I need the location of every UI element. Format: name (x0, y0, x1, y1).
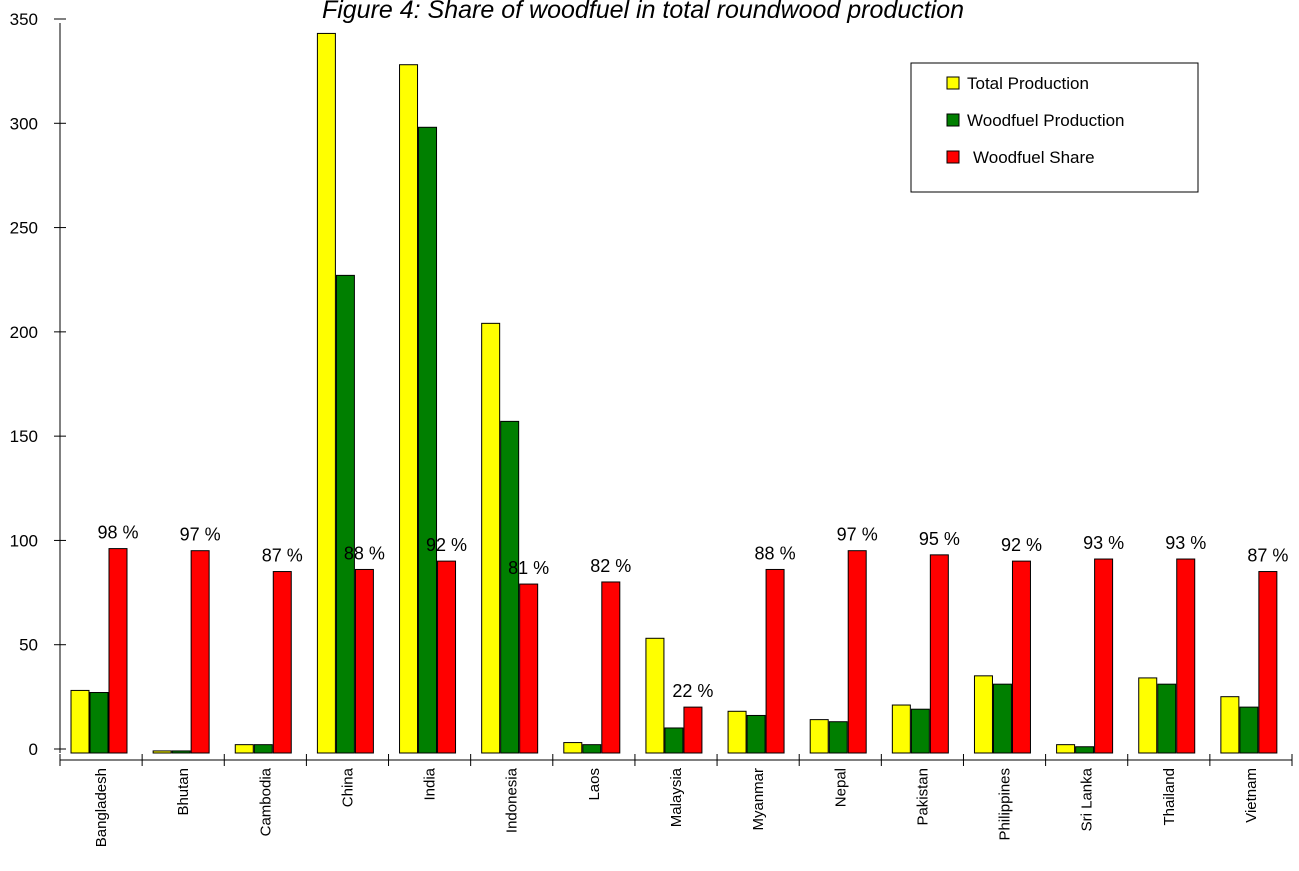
legend-swatch-woodfuel-share (947, 151, 959, 163)
bar-total-production (153, 751, 171, 753)
bar-total-production (892, 705, 910, 753)
share-data-label: 87 % (1247, 546, 1288, 566)
bar-woodfuel-share (1012, 561, 1030, 753)
bar-total-production (974, 676, 992, 753)
legend-swatch-total-production (947, 77, 959, 89)
y-tick-label: 100 (10, 531, 38, 550)
share-data-label: 87 % (262, 546, 303, 566)
share-data-label: 95 % (919, 529, 960, 549)
bar-woodfuel-production (993, 684, 1011, 753)
bar-total-production (1221, 697, 1239, 753)
bar-woodfuel-production (1158, 684, 1176, 753)
y-tick-label: 350 (10, 10, 38, 29)
bar-total-production (1057, 745, 1075, 753)
legend-label-total-production: Total Production (967, 74, 1089, 93)
x-category-label: Pakistan (914, 768, 931, 826)
y-tick-label: 300 (10, 114, 38, 133)
share-data-label: 88 % (755, 543, 796, 563)
bar-woodfuel-share (684, 707, 702, 753)
y-tick-label: 250 (10, 219, 38, 238)
bar-woodfuel-share (1259, 572, 1277, 753)
bar-woodfuel-production (911, 709, 929, 753)
bar-woodfuel-share (1095, 559, 1113, 753)
bar-total-production (564, 743, 582, 753)
bar-woodfuel-share (273, 572, 291, 753)
bar-woodfuel-production (583, 745, 601, 753)
legend-swatch-woodfuel-production (947, 114, 959, 126)
bar-total-production (235, 745, 253, 753)
x-category-label: Bhutan (175, 768, 192, 816)
x-category-label: China (339, 767, 356, 807)
bar-woodfuel-share (438, 561, 456, 753)
x-category-label: Philippines (997, 768, 1014, 841)
y-tick-label: 50 (19, 636, 38, 655)
legend-label-woodfuel-share: Woodfuel Share (973, 148, 1095, 167)
share-data-label: 93 % (1083, 533, 1124, 553)
x-category-label: Indonesia (504, 767, 521, 833)
x-category-label: Laos (586, 768, 603, 801)
chart-title: Figure 4: Share of woodfuel in total rou… (322, 0, 964, 24)
x-category-label: Malaysia (668, 767, 685, 827)
bar-total-production (482, 323, 500, 753)
bar-woodfuel-share (1177, 559, 1195, 753)
bar-woodfuel-production (336, 275, 354, 753)
bar-total-production (400, 65, 418, 753)
share-data-label: 22 % (672, 681, 713, 701)
y-tick-label: 200 (10, 323, 38, 342)
bar-total-production (317, 33, 335, 753)
x-category-label: Vietnam (1243, 768, 1260, 823)
bar-woodfuel-share (766, 569, 784, 753)
share-data-label: 81 % (508, 558, 549, 578)
bar-woodfuel-production (829, 722, 847, 753)
bar-woodfuel-share (848, 551, 866, 753)
x-category-label: Bangladesh (93, 768, 110, 847)
bar-woodfuel-production (1240, 707, 1258, 753)
x-category-label: India (422, 767, 439, 800)
bar-woodfuel-share (109, 549, 127, 753)
x-category-label: Nepal (832, 768, 849, 807)
share-data-label: 82 % (590, 556, 631, 576)
x-category-label: Myanmar (750, 768, 767, 831)
bar-total-production (71, 690, 89, 753)
y-tick-label: 150 (10, 427, 38, 446)
bar-woodfuel-share (520, 584, 538, 753)
bar-woodfuel-production (501, 421, 519, 753)
bar-woodfuel-production (254, 745, 272, 753)
bar-woodfuel-production (90, 693, 108, 753)
legend-label-woodfuel-production: Woodfuel Production (967, 111, 1125, 130)
share-data-label: 88 % (344, 543, 385, 563)
share-data-label: 97 % (837, 525, 878, 545)
x-category-label: Sri Lanka (1079, 767, 1096, 831)
bar-woodfuel-production (665, 728, 683, 753)
bar-total-production (646, 638, 664, 753)
bar-woodfuel-production (419, 127, 437, 753)
bar-woodfuel-share (355, 569, 373, 753)
share-data-label: 93 % (1165, 533, 1206, 553)
bar-woodfuel-share (191, 551, 209, 753)
share-data-label: 97 % (180, 525, 221, 545)
x-axis: Bangladesh Bhutan Cambodia China India Indone… (60, 754, 1292, 847)
x-category-label: Thailand (1161, 768, 1178, 826)
share-data-label: 98 % (97, 523, 138, 543)
legend: Total Production Woodfuel Production Woo… (911, 63, 1198, 192)
bar-total-production (1139, 678, 1157, 753)
y-tick-label: 0 (29, 740, 38, 759)
bar-woodfuel-share (602, 582, 620, 753)
bar-woodfuel-production (172, 751, 190, 753)
share-data-label: 92 % (1001, 535, 1042, 555)
bar-woodfuel-production (747, 715, 765, 753)
x-category-label: Cambodia (257, 767, 274, 836)
bar-total-production (810, 720, 828, 753)
bar-woodfuel-production (1076, 747, 1094, 753)
bar-total-production (728, 711, 746, 753)
share-data-label: 92 % (426, 535, 467, 555)
bar-woodfuel-share (930, 555, 948, 753)
y-axis: 0 50 100 150 200 250 300 350 (10, 10, 66, 759)
